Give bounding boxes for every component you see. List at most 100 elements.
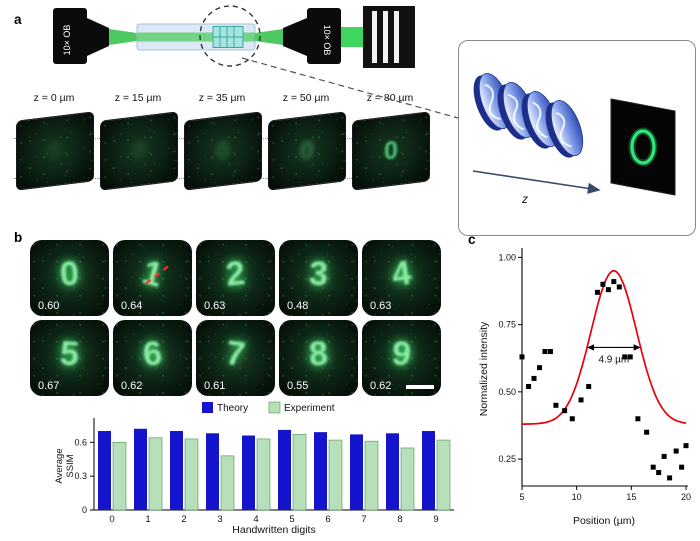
bar-category-label: 0 (109, 514, 114, 525)
z-plane-image-1: 0 (100, 111, 178, 191)
line-xtick-label: 5 (519, 492, 524, 502)
bar-experiment-6 (328, 439, 343, 511)
data-point (526, 383, 532, 389)
device-3d-render: z (472, 72, 676, 206)
digit-image-0: 0 0.60 (30, 240, 109, 316)
line-ytick-label: 1.00 (498, 252, 516, 262)
data-point (650, 464, 656, 470)
bar-experiment-0 (112, 442, 127, 511)
bar-category-label: 8 (397, 514, 402, 525)
digit-image-3: 3 0.48 (279, 240, 358, 316)
panel-b-label: b (14, 230, 23, 245)
line-xlabel: Position (µm) (573, 515, 635, 527)
scale-bar (406, 385, 434, 389)
objective-right-label: 10× OB (322, 25, 332, 56)
line-ytick-label: 0.75 (498, 320, 516, 330)
z-plane-digit: 0 (216, 135, 230, 166)
objective-left-label: 10× OB (62, 25, 72, 56)
fwhm-arrowhead-left (587, 344, 595, 351)
screen-digit-zero (630, 129, 656, 165)
z-plane-image-3: 0 (268, 111, 346, 191)
bar-theory-6 (314, 432, 327, 510)
data-point (635, 416, 641, 422)
data-point (656, 470, 662, 476)
bar-category-label: 4 (253, 514, 258, 525)
legend-label-theory: Theory (217, 403, 248, 414)
optical-setup-diagram: 10× OB 10× OB (53, 5, 415, 68)
bar-experiment-8 (400, 447, 415, 511)
z-plane-digit: 0 (300, 135, 314, 166)
line-xtick-label: 10 (572, 492, 582, 502)
bar-theory-4 (242, 435, 255, 510)
bar-theory-1 (134, 428, 147, 510)
printed-device (212, 26, 244, 48)
z-plane-image-0: 0 (16, 111, 94, 191)
bar-category-label: 7 (361, 514, 366, 525)
z-plane-digit: 0 (384, 135, 398, 166)
ssim-bar-chart: 0 0.3 0.6 0 1 2 3 4 5 6 7 8 9 Handwritten digits Avera… (52, 398, 464, 536)
data-point (644, 429, 650, 435)
ssim-value: 0.55 (287, 380, 309, 392)
z-plane-digit: 0 (132, 135, 146, 166)
bar-category-label: 3 (217, 514, 222, 525)
bar-theory-9 (422, 431, 435, 510)
data-point (661, 453, 667, 459)
left-objective-body (53, 8, 87, 64)
line-ytick-label: 0.25 (498, 454, 516, 464)
data-point (616, 284, 622, 290)
data-point (531, 375, 537, 381)
data-point (600, 281, 606, 287)
legend-label-experiment: Experiment (284, 403, 335, 414)
z-label-4: z = 80 µm (366, 92, 414, 104)
line-ylabel: Normalized intensity (478, 321, 490, 416)
digit-image-7: 7 0.61 (196, 320, 275, 396)
fwhm-annotation: 4.9 µm (598, 354, 629, 365)
z-axis-arrow (472, 170, 601, 194)
line-chart-svg: 0.25 0.50 0.75 1.00 5 10 15 20 4.9 µm Normalized … (478, 248, 691, 527)
data-point (586, 383, 592, 389)
bar-experiment-2 (184, 438, 199, 511)
bar-theory-8 (386, 433, 399, 510)
z-axis-label: z (521, 192, 528, 206)
bar-xlabel: Handwritten digits (232, 524, 315, 536)
ssim-value: 0.62 (370, 380, 392, 392)
beam-right (255, 29, 283, 45)
device-inset-box: z (458, 40, 696, 236)
ssim-value: 0.60 (38, 300, 60, 312)
bar-experiment-4 (256, 438, 271, 511)
ssim-value: 0.61 (204, 380, 226, 392)
digit-image-1: 1 0.64 (113, 240, 192, 316)
bar-category-label: 6 (325, 514, 330, 525)
z-label-2: z = 35 µm (198, 92, 246, 104)
bar-theory-0 (98, 431, 111, 510)
data-point (578, 397, 584, 403)
ssim-value: 0.48 (287, 300, 309, 312)
bar-experiment-7 (364, 440, 379, 511)
beam-in-capillary (137, 32, 255, 42)
bar-category-label: 2 (181, 514, 186, 525)
right-objective-nose (283, 18, 307, 56)
z-plane-image-2: 0 (184, 111, 262, 191)
data-point (594, 289, 600, 295)
panel-c-label: c (468, 232, 476, 247)
zoom-circle (199, 5, 261, 67)
ssim-value: 0.63 (204, 300, 226, 312)
output-screen (610, 98, 676, 196)
panel-a-label: a (14, 12, 22, 27)
data-point (683, 443, 689, 449)
z-label-0: z = 0 µm (33, 92, 75, 104)
intensity-profile-chart: 0.25 0.50 0.75 1.00 5 10 15 20 4.9 µm Normalized … (476, 238, 696, 530)
data-point (553, 402, 559, 408)
z-plane-digit: 0 (48, 135, 62, 166)
beam-to-camera (341, 27, 363, 47)
right-objective-body (307, 8, 341, 64)
data-point (673, 448, 679, 454)
digit-image-6: 6 0.62 (113, 320, 192, 396)
data-point (622, 354, 628, 360)
z-plane-image-4: 0 (352, 111, 430, 191)
z-label-3: z = 50 µm (282, 92, 330, 104)
legend-swatch-theory (202, 402, 213, 413)
digit-image-9: 9 0.62 (362, 320, 441, 396)
data-point (627, 354, 633, 360)
line-ytick-label: 0.50 (498, 387, 516, 397)
